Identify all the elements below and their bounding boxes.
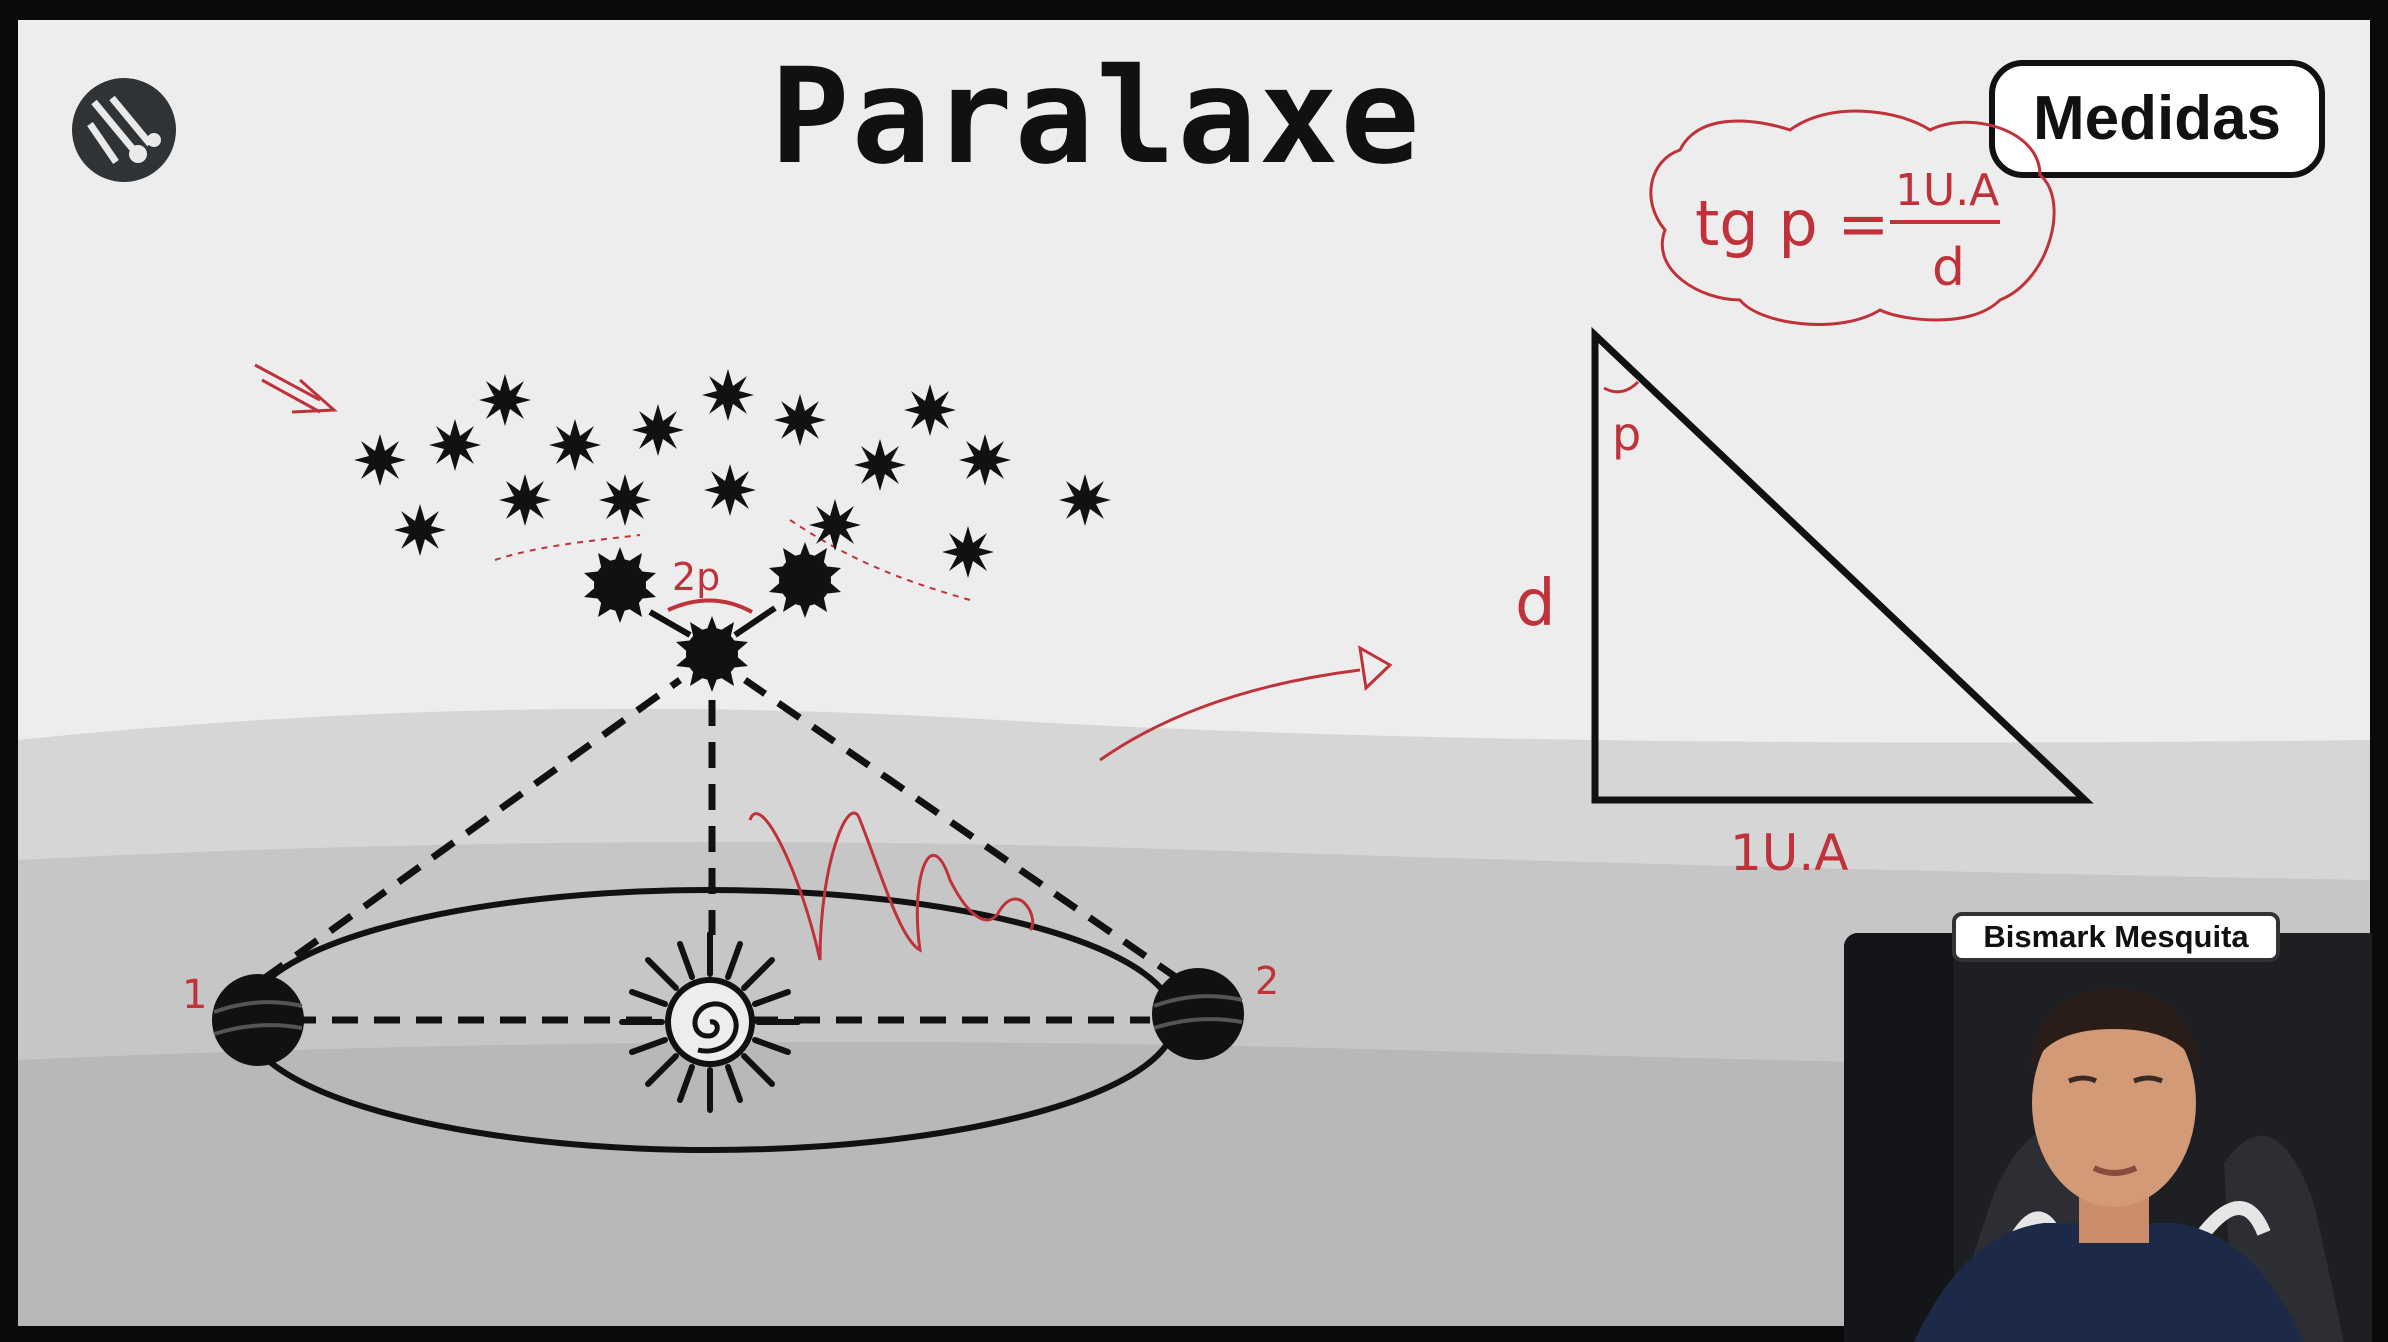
meteor-logo-icon bbox=[72, 78, 176, 182]
star-icon bbox=[769, 542, 841, 618]
triangle-base-label: 1U.A bbox=[1730, 824, 1849, 882]
presenter-name-tag: Bismark Mesquita bbox=[1952, 912, 2280, 962]
triangle-angle-label: p bbox=[1612, 407, 1641, 461]
sun-icon bbox=[619, 931, 801, 1113]
star-icon bbox=[702, 369, 754, 421]
star-icon bbox=[632, 404, 684, 456]
star-icon bbox=[904, 384, 956, 436]
star-icon bbox=[599, 474, 651, 526]
formula-numerator: 1U.A bbox=[1895, 165, 1999, 216]
distance-scribble bbox=[748, 811, 1035, 961]
earth-label-1: 1 bbox=[182, 972, 207, 1018]
formula-left: tg p = bbox=[1695, 187, 1889, 260]
star-icon bbox=[394, 504, 446, 556]
star-icon bbox=[774, 394, 826, 446]
parallax-triangle bbox=[1591, 326, 2094, 804]
formula-denominator: d bbox=[1932, 238, 1965, 298]
presenter-webcam bbox=[1844, 933, 2372, 1342]
star-icon bbox=[429, 419, 481, 471]
earth-icon bbox=[212, 974, 304, 1066]
triangle-side-label: d bbox=[1515, 567, 1556, 641]
star-icon bbox=[1059, 474, 1111, 526]
star-icon bbox=[499, 474, 551, 526]
star-icon bbox=[854, 439, 906, 491]
star-icon bbox=[942, 526, 994, 578]
pointer-arrow bbox=[1099, 668, 1361, 762]
star-icon bbox=[676, 616, 748, 692]
formula-cloud bbox=[1649, 109, 2056, 326]
slide-title: Paralaxe bbox=[770, 40, 1422, 194]
parallax-angle-label: 2p bbox=[672, 555, 720, 599]
star-icon bbox=[809, 499, 861, 551]
star-icon bbox=[704, 464, 756, 516]
star-icon bbox=[479, 374, 531, 426]
section-badge: Medidas bbox=[1989, 60, 2325, 178]
earth-icon bbox=[1152, 968, 1244, 1060]
star-icon bbox=[549, 419, 601, 471]
star-icon bbox=[959, 434, 1011, 486]
earth-label-2: 2 bbox=[1255, 959, 1279, 1003]
background-star-field bbox=[354, 369, 1111, 578]
star-icon bbox=[584, 547, 656, 623]
star-icon bbox=[354, 434, 406, 486]
